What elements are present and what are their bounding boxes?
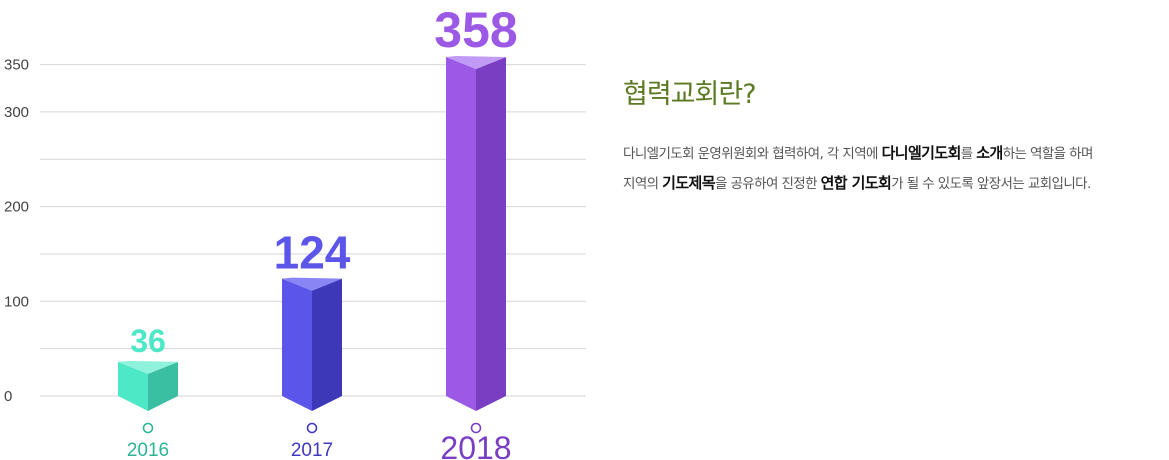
- year-marker-circle: [306, 422, 318, 434]
- year-marker-circle: [470, 422, 482, 434]
- line2-segment-3: 연합 기도회: [820, 174, 892, 192]
- y-axis-ticks: 0 100 200 300 350: [4, 57, 29, 405]
- line1-segment-4: 하는 역할을 하며: [1002, 146, 1094, 162]
- y-tick-label: 0: [4, 388, 12, 405]
- bar-2017: 124 2017: [274, 227, 351, 460]
- bar-top-face: [446, 56, 506, 69]
- line2-segment-1: 기도제목: [662, 174, 715, 192]
- bar-side-face: [476, 57, 506, 411]
- line2-segment-2: 을 공유하여 진정한: [714, 176, 821, 192]
- info-line-1: 다니엘기도회 운영위원회와 협력하여, 각 지역에 다니엘기도회를 소개하는 역…: [623, 144, 1094, 162]
- bar-chart: 0 100 200 300 350 36 2016 124 2017 358 2018: [4, 2, 586, 460]
- bar-front-face: [282, 278, 312, 411]
- x-tick-label: 2017: [291, 440, 333, 460]
- line1-segment-1: 다니엘기도회: [881, 144, 962, 162]
- line2-segment-4: 가 될 수 있도록 앞장서는 교회입니다.: [891, 176, 1091, 192]
- line1-segment-2: 를: [960, 146, 977, 162]
- bar-top-face: [282, 277, 342, 291]
- bar-value-label: 36: [130, 323, 166, 359]
- bar-2018: 358 2018: [434, 2, 517, 460]
- line2-segment-0: 지역의: [623, 176, 663, 192]
- year-marker-circle: [142, 422, 154, 434]
- bar-value-label: 124: [274, 227, 351, 279]
- bars: 36 2016 124 2017 358 2018: [118, 2, 518, 460]
- info-panel: 협력교회란? 다니엘기도회 운영위원회와 협력하여, 각 지역에 다니엘기도회를…: [623, 72, 1169, 199]
- x-tick-label: 2018: [440, 430, 511, 460]
- bar-front-face: [118, 361, 148, 411]
- bar-value-label: 358: [434, 2, 517, 58]
- bar-top-face: [118, 360, 178, 374]
- x-tick-label: 2016: [127, 440, 169, 460]
- bar-side-face: [312, 278, 342, 411]
- y-tick-label: 200: [4, 199, 29, 216]
- line1-segment-3: 소개: [976, 144, 1003, 162]
- bar-2016: 36 2016: [118, 323, 178, 460]
- info-description: 다니엘기도회 운영위원회와 협력하여, 각 지역에 다니엘기도회를 소개하는 역…: [623, 139, 1169, 199]
- y-tick-label: 350: [4, 57, 29, 74]
- info-title: 협력교회란?: [623, 79, 757, 110]
- y-tick-label: 300: [4, 104, 29, 121]
- y-tick-label: 100: [4, 293, 29, 310]
- info-line-2: 지역의 기도제목을 공유하여 진정한 연합 기도회가 될 수 있도록 앞장서는 …: [623, 174, 1091, 192]
- line1-segment-0: 다니엘기도회 운영위원회와 협력하여, 각 지역에: [623, 146, 882, 162]
- bar-side-face: [148, 361, 178, 411]
- bar-front-face: [446, 57, 476, 411]
